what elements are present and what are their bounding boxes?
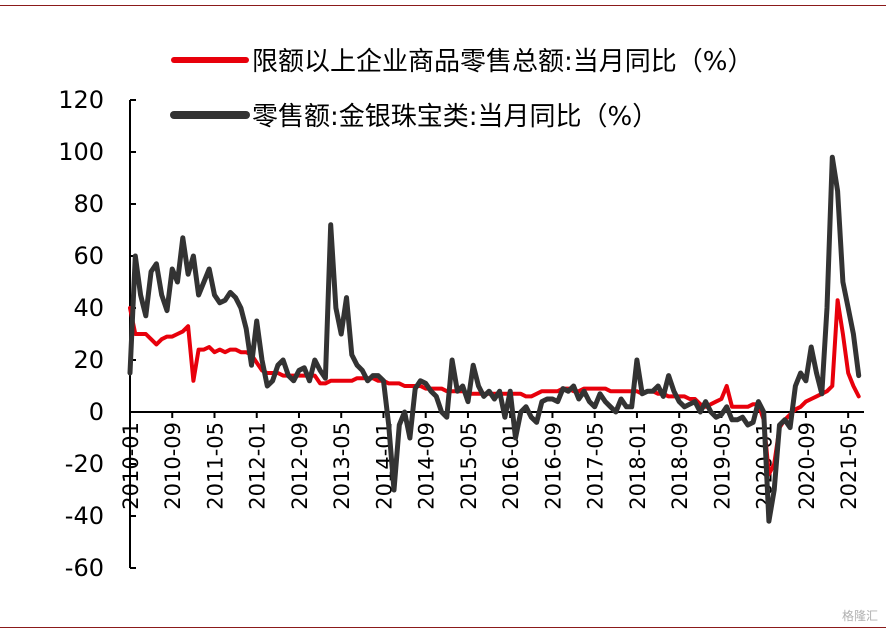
x-tick-label: 2010-01 [119, 422, 143, 510]
watermark: 格隆汇 [841, 609, 878, 623]
frame-bottom-border [0, 627, 886, 628]
y-tick-label: 80 [73, 190, 104, 218]
x-tick-label: 2017-05 [584, 422, 608, 510]
x-tick-label: 2018-09 [668, 422, 692, 510]
x-tick-label: 2020-09 [795, 422, 819, 510]
x-tick-label: 2015-05 [457, 422, 481, 510]
x-tick-label: 2021-05 [837, 422, 861, 510]
x-axis: 2010-01 2010-09 2011-05 2012-01 2012-09 2013-… [119, 411, 864, 510]
y-tick-label: -40 [65, 502, 104, 530]
y-tick-label: 120 [58, 86, 104, 114]
x-tick-label: 2018-01 [626, 422, 650, 510]
series-jewelry-line [127, 154, 862, 524]
x-tick-label: 2019-05 [710, 422, 734, 510]
legend: 限额以上企业商品零售总额:当月同比（%） 零售额:金银珠宝类:当月同比（%） [170, 47, 753, 132]
x-tick-label: 2014-09 [415, 422, 439, 510]
x-tick-label: 2012-09 [288, 422, 312, 510]
x-tick-label: 2012-01 [246, 422, 270, 510]
y-tick-label: 60 [73, 242, 104, 270]
y-tick-label: -60 [65, 554, 104, 582]
y-tick-label: 20 [73, 346, 104, 374]
y-tick-label: -20 [65, 450, 104, 478]
y-tick-label: 40 [73, 294, 104, 322]
y-axis: 120 100 80 60 40 20 0 -20 -40 -60 [58, 86, 136, 582]
x-tick-label: 2010-09 [161, 422, 185, 510]
frame-top-border [0, 5, 886, 6]
series-layer [127, 154, 862, 524]
y-tick-label: 0 [89, 398, 104, 426]
y-tick-label: 100 [58, 138, 104, 166]
x-tick-label: 2016-01 [499, 422, 523, 510]
legend-label: 限额以上企业商品零售总额:当月同比（%） [252, 47, 753, 77]
x-tick-label: 2011-05 [203, 422, 227, 510]
series-retail-total-line [128, 298, 861, 477]
x-tick-label: 2016-09 [541, 422, 565, 510]
legend-label: 零售额:金银珠宝类:当月同比（%） [252, 102, 658, 132]
x-tick-label: 2013-05 [330, 422, 354, 510]
